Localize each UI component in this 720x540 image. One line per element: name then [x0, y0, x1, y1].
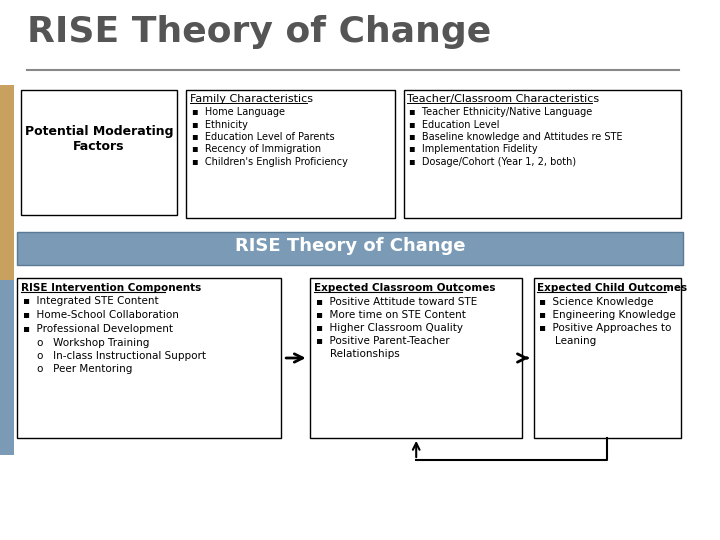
- Text: ▪  Engineering Knowledge: ▪ Engineering Knowledge: [539, 310, 676, 320]
- Text: RISE Theory of Change: RISE Theory of Change: [27, 15, 492, 49]
- Text: ▪  Children's English Proficiency: ▪ Children's English Proficiency: [192, 157, 348, 167]
- FancyBboxPatch shape: [534, 278, 681, 438]
- Text: ▪  Science Knowledge: ▪ Science Knowledge: [539, 297, 654, 307]
- FancyBboxPatch shape: [186, 90, 395, 218]
- Text: ▪  Higher Classroom Quality: ▪ Higher Classroom Quality: [316, 323, 463, 333]
- Text: ▪  Teacher Ethnicity/Native Language: ▪ Teacher Ethnicity/Native Language: [410, 107, 593, 117]
- Text: ▪  Education Level of Parents: ▪ Education Level of Parents: [192, 132, 335, 142]
- FancyBboxPatch shape: [17, 232, 683, 265]
- Text: ▪  Recency of Immigration: ▪ Recency of Immigration: [192, 145, 321, 154]
- Text: o   Peer Mentoring: o Peer Mentoring: [37, 364, 132, 374]
- Text: ▪  Ethnicity: ▪ Ethnicity: [192, 119, 248, 130]
- Text: ▪  Professional Development: ▪ Professional Development: [23, 324, 174, 334]
- FancyBboxPatch shape: [22, 90, 176, 215]
- Text: ▪  Positive Parent-Teacher: ▪ Positive Parent-Teacher: [316, 336, 450, 346]
- Text: ▪  Baseline knowledge and Attitudes re STE: ▪ Baseline knowledge and Attitudes re ST…: [410, 132, 623, 142]
- FancyBboxPatch shape: [0, 85, 14, 280]
- Text: ▪  Integrated STE Content: ▪ Integrated STE Content: [23, 296, 159, 306]
- Text: Expected Child Outcomes: Expected Child Outcomes: [537, 283, 688, 293]
- Text: Teacher/Classroom Characteristics: Teacher/Classroom Characteristics: [408, 94, 600, 104]
- Text: ▪  Implementation Fidelity: ▪ Implementation Fidelity: [410, 145, 538, 154]
- Text: ▪  Home Language: ▪ Home Language: [192, 107, 285, 117]
- Text: Relationships: Relationships: [330, 349, 400, 359]
- Text: Family Characteristics: Family Characteristics: [190, 94, 313, 104]
- Text: RISE Intervention Components: RISE Intervention Components: [22, 283, 202, 293]
- Text: Expected Classroom Outcomes: Expected Classroom Outcomes: [315, 283, 496, 293]
- FancyBboxPatch shape: [310, 278, 522, 438]
- Text: ▪  More time on STE Content: ▪ More time on STE Content: [316, 310, 466, 320]
- Text: ▪  Dosage/Cohort (Year 1, 2, both): ▪ Dosage/Cohort (Year 1, 2, both): [410, 157, 577, 167]
- FancyBboxPatch shape: [404, 90, 681, 218]
- Text: o   In-class Instructional Support: o In-class Instructional Support: [37, 351, 206, 361]
- Text: RISE Theory of Change: RISE Theory of Change: [235, 237, 466, 255]
- Text: ▪  Positive Attitude toward STE: ▪ Positive Attitude toward STE: [316, 297, 477, 307]
- Text: ▪  Home-School Collaboration: ▪ Home-School Collaboration: [23, 310, 179, 320]
- Text: Leaning: Leaning: [555, 336, 596, 346]
- Text: o   Workshop Training: o Workshop Training: [37, 338, 149, 348]
- Text: Potential Moderating
Factors: Potential Moderating Factors: [24, 125, 174, 153]
- FancyBboxPatch shape: [17, 278, 282, 438]
- FancyBboxPatch shape: [0, 280, 14, 455]
- Text: ▪  Positive Approaches to: ▪ Positive Approaches to: [539, 323, 672, 333]
- Text: ▪  Education Level: ▪ Education Level: [410, 119, 500, 130]
